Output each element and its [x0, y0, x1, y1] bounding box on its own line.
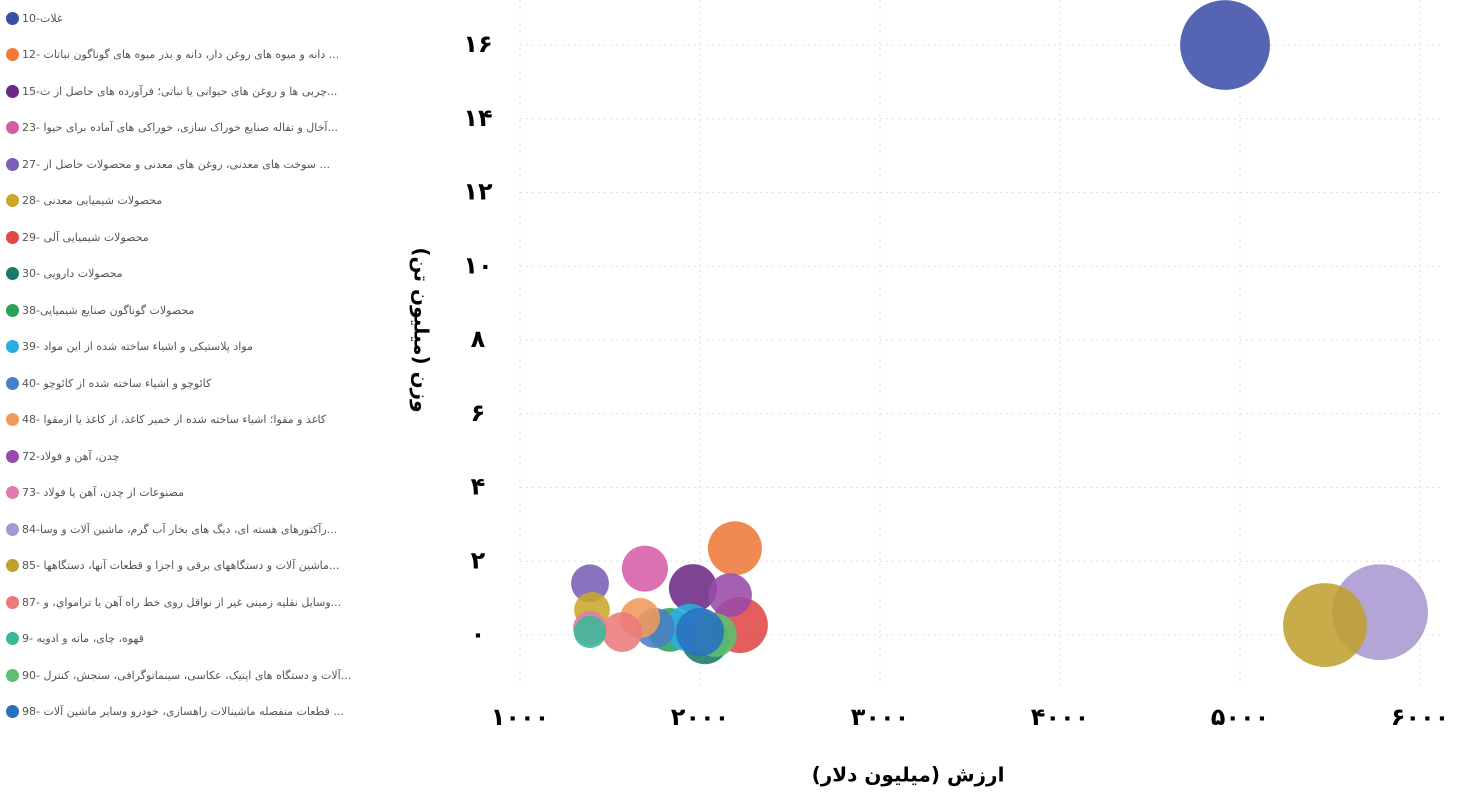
y-tick-label: ۲	[471, 546, 486, 574]
legend-label: محصولات دارویی -30	[22, 267, 123, 280]
legend-swatch	[6, 522, 19, 536]
legend-item: ...چربی ها و روغن های حیوانی یا نباتی؛ ف…	[6, 81, 337, 101]
legend-swatch	[6, 230, 19, 244]
y-tick-label: ۱۶	[463, 30, 492, 58]
legend-item: ... دانه و میوه های روغن دار، دانه و بذر…	[6, 45, 339, 65]
y-tick-label: ۴	[471, 473, 486, 501]
legend-item: ...آخال و تفاله صنایع خوراک سازی، خوراکی…	[6, 118, 338, 138]
bubble	[668, 564, 718, 613]
legend-label: ...آخال و تفاله صنایع خوراک سازی، خوراکی…	[22, 121, 338, 134]
x-axis-title: ارزش (میلیون دلار)	[812, 763, 1005, 787]
legend-item: محصولات شیمیایی آلی -29	[6, 227, 149, 247]
bubble	[1180, 0, 1270, 90]
legend-item: غلات-10	[6, 8, 63, 28]
legend-label: کائوچو و اشیاء ساخته شده از کائوچو -40	[22, 376, 212, 390]
bubble	[621, 545, 668, 592]
x-tick-label: ۳۰۰۰	[851, 703, 910, 731]
x-tick-label: ۱۰۰۰	[491, 703, 550, 731]
legend-swatch	[6, 668, 19, 682]
legend-swatch	[6, 595, 19, 609]
legend-swatch	[6, 121, 19, 134]
y-tick-label: ۱۴	[463, 104, 492, 132]
legend-item: ...آلات و دستگاه های اپتیک، عکاسی، سینما…	[6, 665, 351, 685]
legend-item: ...ماشین آلات و دستگاههای برقی و اجزا و …	[6, 556, 339, 576]
y-tick-label: ۰	[471, 620, 486, 648]
legend-label: ... قطعات منفصله ماشینالات راهسازی، خودر…	[22, 705, 344, 718]
legend-item: ... قطعات منفصله ماشینالات راهسازی، خودر…	[6, 702, 344, 722]
legend-swatch	[6, 413, 19, 426]
bubble	[571, 564, 609, 603]
legend-swatch	[6, 84, 19, 98]
legend-item: ...وسایل نقلیه زمینی غیر از نواقل روی خط…	[6, 592, 341, 612]
bubble	[602, 612, 643, 653]
legend-item: محصولات دارویی -30	[6, 264, 123, 284]
legend-item: مصنوعات از چدن، آهن یا فولاد -73	[6, 483, 184, 503]
y-tick-label: ۱۲	[463, 178, 493, 206]
legend-swatch	[6, 303, 19, 317]
legend-swatch	[6, 11, 19, 25]
legend-swatch	[6, 449, 19, 463]
legend-item: محصولات شیمیایی معدنی -28	[6, 191, 162, 211]
legend-item: کاغذ و مقوا؛ اشیاء ساخته شده از خمیر کاغ…	[6, 410, 326, 430]
x-tick-label: ۵۰۰۰	[1211, 703, 1270, 731]
legend-swatch	[6, 632, 19, 645]
legend-label: محصولات گوناگون صنایع شیمیایی-38	[22, 303, 195, 317]
legend-label: محصولات شیمیایی معدنی -28	[22, 194, 163, 207]
legend-label: ...ماشین آلات و دستگاههای برقی و اجزا و …	[22, 559, 340, 572]
legend-item: مواد پلاستیکی و اشیاء ساخته شده از این م…	[6, 337, 253, 357]
legend-item: قهوه، چای، ماته و ادویه -9	[6, 629, 144, 649]
legend-label: ...وسایل نقلیه زمینی غیر از نواقل روی خط…	[22, 595, 342, 609]
x-tick-label: ۶۰۰۰	[1391, 703, 1450, 731]
legend-label: ...آلات و دستگاه های اپتیک، عکاسی، سینما…	[22, 668, 352, 682]
legend-item: ... سوخت های معدنی، روغن های معدنی و محص…	[6, 154, 330, 174]
legend-swatch	[6, 340, 19, 353]
y-tick-label: ۸	[471, 325, 486, 353]
x-tick-label: ۲۰۰۰	[671, 703, 730, 731]
y-tick-label: ۱۰	[463, 251, 492, 279]
legend-swatch	[6, 48, 19, 61]
legend-label: مواد پلاستیکی و اشیاء ساخته شده از این م…	[22, 340, 253, 353]
legend-label: ...چربی ها و روغن های حیوانی یا نباتی؛ ف…	[22, 84, 338, 98]
x-tick-label: ۴۰۰۰	[1031, 703, 1090, 731]
legend-item: کائوچو و اشیاء ساخته شده از کائوچو -40	[6, 373, 211, 393]
legend-swatch	[6, 705, 19, 718]
legend-label: چدن، آهن و فولاد-72	[22, 449, 120, 463]
legend-label: غلات-10	[22, 11, 63, 25]
legend-swatch	[6, 267, 19, 280]
bubble	[1283, 583, 1367, 667]
legend-swatch	[6, 376, 19, 390]
legend-swatch	[6, 559, 19, 572]
bubble	[573, 615, 607, 649]
legend-label: کاغذ و مقوا؛ اشیاء ساخته شده از خمیر کاغ…	[22, 413, 327, 426]
legend-swatch	[6, 486, 19, 499]
legend-label: ... دانه و میوه های روغن دار، دانه و بذر…	[22, 48, 340, 61]
legend-label: مصنوعات از چدن، آهن یا فولاد -73	[22, 486, 184, 499]
bubble	[707, 521, 762, 576]
legend-item: چدن، آهن و فولاد-72	[6, 446, 119, 466]
legend-item: ...رآکتورهای هسته ای، دیگ های بخار آب گر…	[6, 519, 337, 539]
legend-item: محصولات گوناگون صنایع شیمیایی-38	[6, 300, 194, 320]
bubble	[675, 607, 725, 657]
y-tick-label: ۶	[471, 399, 486, 427]
legend-swatch	[6, 194, 19, 207]
y-axis-title: وزن (میلیون تن)	[410, 247, 434, 412]
legend-label: محصولات شیمیایی آلی -29	[22, 230, 149, 244]
legend-label: قهوه، چای، ماته و ادویه -9	[22, 632, 144, 645]
legend-swatch	[6, 157, 19, 171]
bubble	[708, 573, 752, 618]
legend-label: ... سوخت های معدنی، روغن های معدنی و محص…	[22, 157, 330, 171]
legend-label: ...رآکتورهای هسته ای، دیگ های بخار آب گر…	[22, 522, 338, 536]
